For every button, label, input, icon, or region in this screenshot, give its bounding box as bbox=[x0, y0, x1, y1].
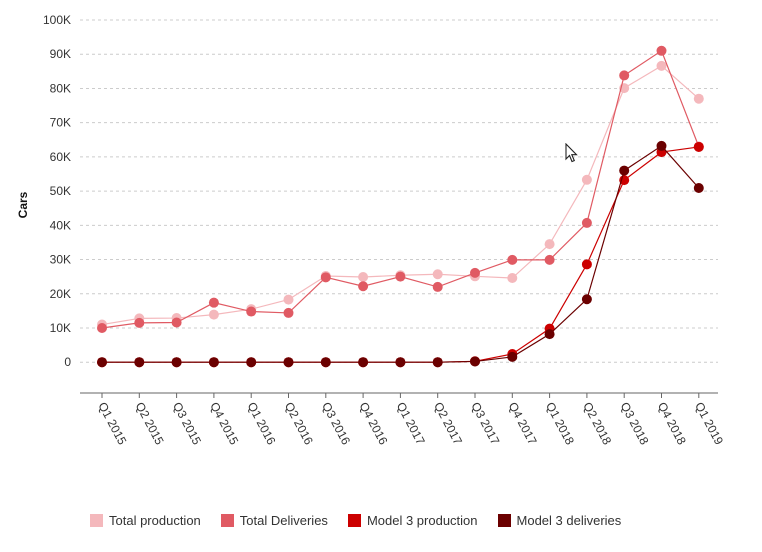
y-tick-label: 80K bbox=[50, 81, 71, 95]
legend-swatch bbox=[90, 514, 103, 527]
legend-item[interactable]: Total Deliveries bbox=[220, 513, 328, 528]
x-tick-label: Q4 2015 bbox=[207, 400, 241, 448]
data-point[interactable] bbox=[693, 183, 704, 194]
x-tick-label: Q2 2017 bbox=[431, 400, 465, 448]
legend-swatch bbox=[220, 514, 234, 527]
data-point[interactable] bbox=[134, 317, 145, 328]
data-point[interactable] bbox=[693, 141, 704, 152]
data-point[interactable] bbox=[581, 174, 592, 185]
y-tick-label: 90K bbox=[50, 47, 71, 61]
data-point[interactable] bbox=[283, 294, 294, 305]
data-point[interactable] bbox=[171, 357, 182, 368]
data-point[interactable] bbox=[320, 357, 331, 368]
data-point[interactable] bbox=[581, 217, 592, 228]
x-tick-labels: Q1 2015 Q2 2015 Q3 2015 Q4 2015 Q1 2016 Q2 20… bbox=[95, 393, 726, 447]
data-point[interactable] bbox=[507, 273, 518, 284]
y-tick-label: 70K bbox=[50, 116, 71, 130]
data-point[interactable] bbox=[656, 45, 667, 56]
series-line bbox=[101, 65, 700, 326]
x-tick-label: Q1 2019 bbox=[692, 400, 726, 448]
data-point[interactable] bbox=[358, 271, 369, 282]
legend-label: Total production bbox=[109, 513, 201, 528]
data-point[interactable] bbox=[395, 271, 406, 282]
x-tick-label: Q1 2016 bbox=[245, 400, 279, 448]
legend-item[interactable]: Model 3 production bbox=[347, 513, 478, 528]
data-point[interactable] bbox=[581, 259, 592, 270]
data-point[interactable] bbox=[544, 254, 555, 265]
series-line bbox=[102, 145, 700, 363]
series-group bbox=[97, 60, 704, 330]
data-point[interactable] bbox=[320, 272, 331, 283]
y-tick-label: 30K bbox=[50, 253, 71, 267]
x-tick-label: Q3 2017 bbox=[468, 400, 502, 448]
legend: Total production Total Deliveries Model 3 … bbox=[90, 513, 641, 528]
data-point[interactable] bbox=[470, 356, 480, 367]
series-group bbox=[97, 141, 704, 368]
data-point[interactable] bbox=[246, 357, 257, 368]
y-tick-label: 50K bbox=[50, 184, 71, 198]
data-point[interactable] bbox=[358, 281, 369, 292]
y-axis-title: Cars bbox=[16, 191, 30, 218]
data-point[interactable] bbox=[432, 281, 443, 292]
data-point[interactable] bbox=[208, 309, 219, 320]
x-tick-label: Q2 2015 bbox=[133, 400, 167, 448]
y-tick-label: 10K bbox=[50, 321, 71, 335]
data-point[interactable] bbox=[358, 357, 369, 368]
data-point[interactable] bbox=[507, 351, 518, 362]
data-point[interactable] bbox=[581, 294, 592, 305]
x-tick-label: Q3 2016 bbox=[319, 400, 353, 448]
legend-label: Model 3 production bbox=[366, 513, 478, 528]
x-tick-label: Q1 2018 bbox=[543, 400, 577, 448]
data-point[interactable] bbox=[171, 317, 182, 328]
legend-label: Model 3 deliveries bbox=[516, 513, 622, 528]
legend-swatch bbox=[497, 514, 511, 527]
data-point[interactable] bbox=[656, 60, 667, 71]
data-point[interactable] bbox=[470, 267, 480, 278]
data-point[interactable] bbox=[544, 329, 555, 340]
data-point[interactable] bbox=[97, 322, 107, 333]
data-point[interactable] bbox=[507, 254, 518, 265]
x-tick-label: Q3 2018 bbox=[618, 400, 652, 448]
legend-swatch bbox=[347, 514, 361, 527]
series-group bbox=[97, 45, 704, 333]
y-tick-label: 100K bbox=[43, 13, 71, 27]
x-tick-label: Q1 2015 bbox=[95, 400, 129, 448]
x-tick-label: Q4 2018 bbox=[655, 400, 689, 448]
data-point[interactable] bbox=[432, 269, 443, 280]
series-line bbox=[101, 49, 700, 329]
data-point[interactable] bbox=[656, 140, 667, 151]
x-tick-label: Q3 2015 bbox=[170, 400, 204, 448]
data-point[interactable] bbox=[544, 239, 555, 250]
data-point[interactable] bbox=[432, 357, 443, 368]
x-tick-label: Q4 2016 bbox=[356, 400, 390, 448]
legend-item[interactable]: Model 3 deliveries bbox=[497, 513, 622, 528]
legend-item[interactable]: Total production bbox=[90, 513, 201, 528]
y-tick-label: 20K bbox=[50, 287, 71, 301]
x-tick-label: Q4 2017 bbox=[506, 400, 540, 448]
series-layer bbox=[97, 45, 704, 368]
series-group bbox=[97, 140, 704, 368]
data-point[interactable] bbox=[395, 357, 406, 368]
series-line bbox=[102, 146, 699, 363]
data-point[interactable] bbox=[208, 357, 219, 368]
data-point[interactable] bbox=[283, 307, 294, 318]
y-tick-label: 0 bbox=[64, 355, 71, 369]
y-tick-labels: 0 10K 20K 30K 40K 50K 60K 70K 80K 90K 100K bbox=[43, 13, 71, 369]
x-tick-label: Q2 2018 bbox=[580, 400, 614, 448]
data-point[interactable] bbox=[619, 70, 630, 81]
data-point[interactable] bbox=[619, 165, 630, 176]
y-tick-label: 40K bbox=[50, 218, 71, 232]
mouse-pointer-icon bbox=[565, 143, 578, 163]
x-tick-label: Q2 2016 bbox=[282, 400, 316, 448]
x-tick-label: Q1 2017 bbox=[394, 400, 428, 448]
data-point[interactable] bbox=[134, 357, 145, 368]
data-point[interactable] bbox=[693, 93, 704, 104]
y-tick-label: 60K bbox=[50, 150, 71, 164]
data-point[interactable] bbox=[208, 297, 219, 308]
legend-label: Total Deliveries bbox=[239, 513, 328, 528]
data-point[interactable] bbox=[246, 306, 257, 317]
data-point[interactable] bbox=[283, 357, 294, 368]
data-point[interactable] bbox=[97, 357, 107, 368]
